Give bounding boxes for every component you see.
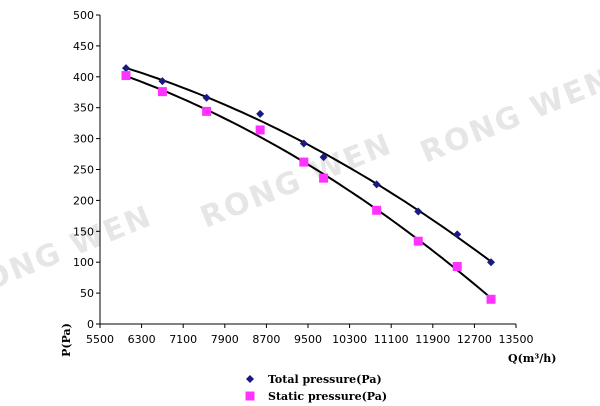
x-tick-label: 7100	[169, 333, 197, 346]
static-pressure-point	[202, 106, 212, 116]
y-tick-label: 200	[73, 194, 94, 207]
x-tick-label: 11100	[374, 333, 409, 346]
static-pressure-point	[452, 262, 462, 272]
total-pressure-point	[319, 153, 328, 162]
static-pressure-point	[486, 294, 496, 304]
total-pressure-point	[202, 93, 211, 102]
y-axis-title: P(Pa)	[60, 323, 73, 357]
legend-total-pressure-label: Total pressure(Pa)	[268, 373, 382, 386]
x-tick-label: 7900	[211, 333, 239, 346]
total-pressure-point	[256, 109, 265, 118]
watermark-text: RONG WEN	[416, 62, 600, 171]
legend-total-pressure-marker	[246, 375, 254, 383]
y-tick-label: 500	[73, 9, 94, 22]
total-pressure-point	[122, 64, 130, 73]
x-tick-label: 11900	[415, 333, 450, 346]
axes: 0 50 100 150 200 250 300 350 400 450 500 5500 6300 71…	[73, 9, 534, 346]
total-pressure-point	[414, 207, 423, 216]
legend-static-pressure-label: Static pressure(Pa)	[268, 390, 387, 403]
legend: Total pressure(Pa) Static pressure(Pa)	[245, 373, 387, 403]
x-tick-label: 10300	[332, 333, 367, 346]
x-axis-title: Q(m³/h)	[508, 352, 556, 365]
x-tick-label: 6300	[128, 333, 156, 346]
static-pressure-point	[319, 173, 329, 183]
x-tick-label: 12700	[457, 333, 492, 346]
y-tick-label: 100	[73, 256, 94, 269]
static-pressure-point	[372, 205, 382, 215]
y-tick-label: 50	[80, 287, 94, 300]
static-pressure-point	[255, 125, 265, 135]
x-tick-label: 5500	[86, 333, 114, 346]
y-tick-label: 400	[73, 71, 94, 84]
y-tick-label: 0	[87, 318, 94, 331]
total-pressure-point	[487, 258, 496, 267]
static-pressure-point	[121, 71, 131, 81]
trendlines	[125, 66, 492, 299]
x-tick-label: 8700	[252, 333, 280, 346]
total-pressure-point	[453, 230, 462, 239]
static-pressure-trendline	[125, 75, 492, 299]
legend-static-pressure-marker	[245, 391, 255, 401]
watermark-text: RONG WEN	[196, 127, 398, 236]
static-pressure-point	[157, 87, 167, 97]
y-tick-label: 250	[73, 164, 94, 177]
static-pressure-point	[413, 236, 423, 246]
x-tick-label: 9500	[294, 333, 322, 346]
y-tick-label: 450	[73, 40, 94, 53]
watermark-text: RONG WEN	[0, 199, 157, 308]
total-pressure-point	[299, 139, 308, 148]
y-tick-label: 300	[73, 133, 94, 146]
y-tick-label: 350	[73, 102, 94, 115]
data-points	[121, 64, 496, 304]
static-pressure-point	[299, 157, 309, 167]
x-tick-label: 13500	[499, 333, 534, 346]
total-pressure-trendline	[125, 66, 492, 263]
total-pressure-point	[158, 77, 167, 86]
y-tick-label: 150	[73, 225, 94, 238]
total-pressure-point	[372, 180, 381, 189]
